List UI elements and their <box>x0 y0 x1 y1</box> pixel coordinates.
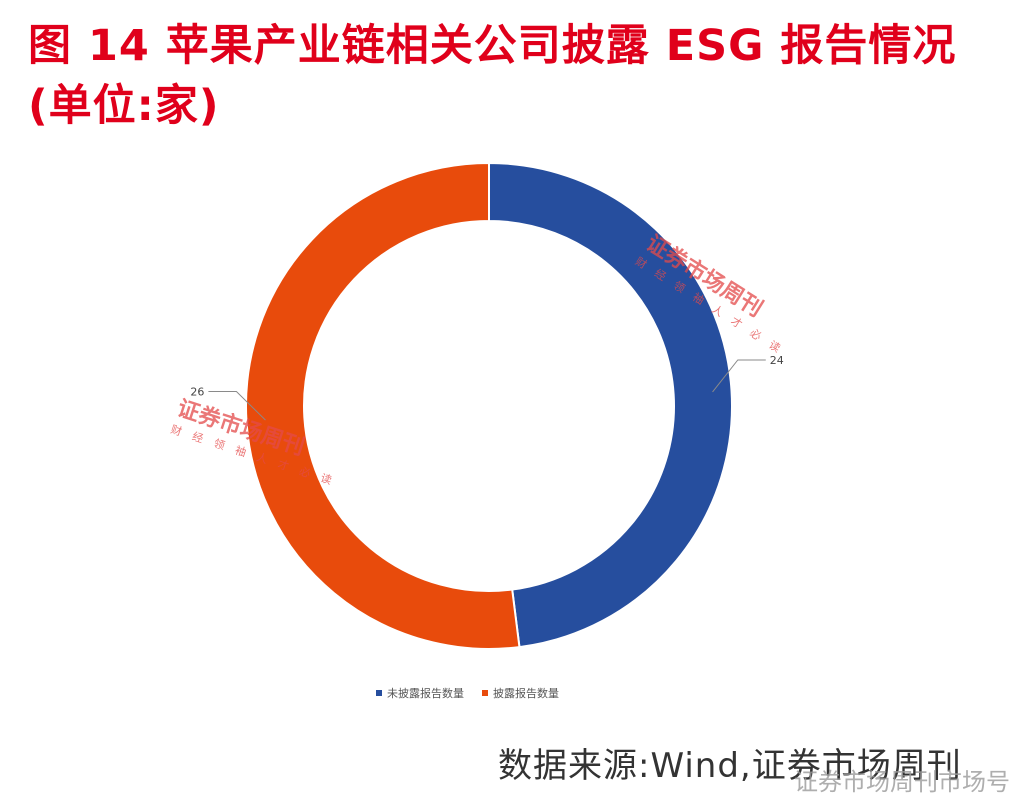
weibo-watermark: 证券市场周刊市场号 <box>794 768 1010 796</box>
data-label-0: 24 <box>770 354 784 367</box>
data-label-1: 26 <box>190 386 204 399</box>
donut-slice-1 <box>245 161 521 650</box>
donut-slice-0 <box>488 161 733 649</box>
legend-item-disclosed: 披露报告数量 <box>482 685 559 701</box>
chart-legend: 未披露报告数量 披露报告数量 <box>376 685 559 701</box>
legend-label: 未披露报告数量 <box>387 687 464 700</box>
leader-line-0 <box>712 359 766 393</box>
legend-label: 披露报告数量 <box>493 687 559 700</box>
legend-swatch <box>376 690 382 696</box>
legend-swatch <box>482 690 488 696</box>
data-source: 数据来源:Wind,证券市场周刊 <box>498 746 962 786</box>
legend-item-undisclosed: 未披露报告数量 <box>376 685 464 701</box>
chart-title: 图 14 苹果产业链相关公司披露 ESG 报告情况(单位:家) <box>28 21 957 131</box>
leader-line-1 <box>208 391 266 421</box>
